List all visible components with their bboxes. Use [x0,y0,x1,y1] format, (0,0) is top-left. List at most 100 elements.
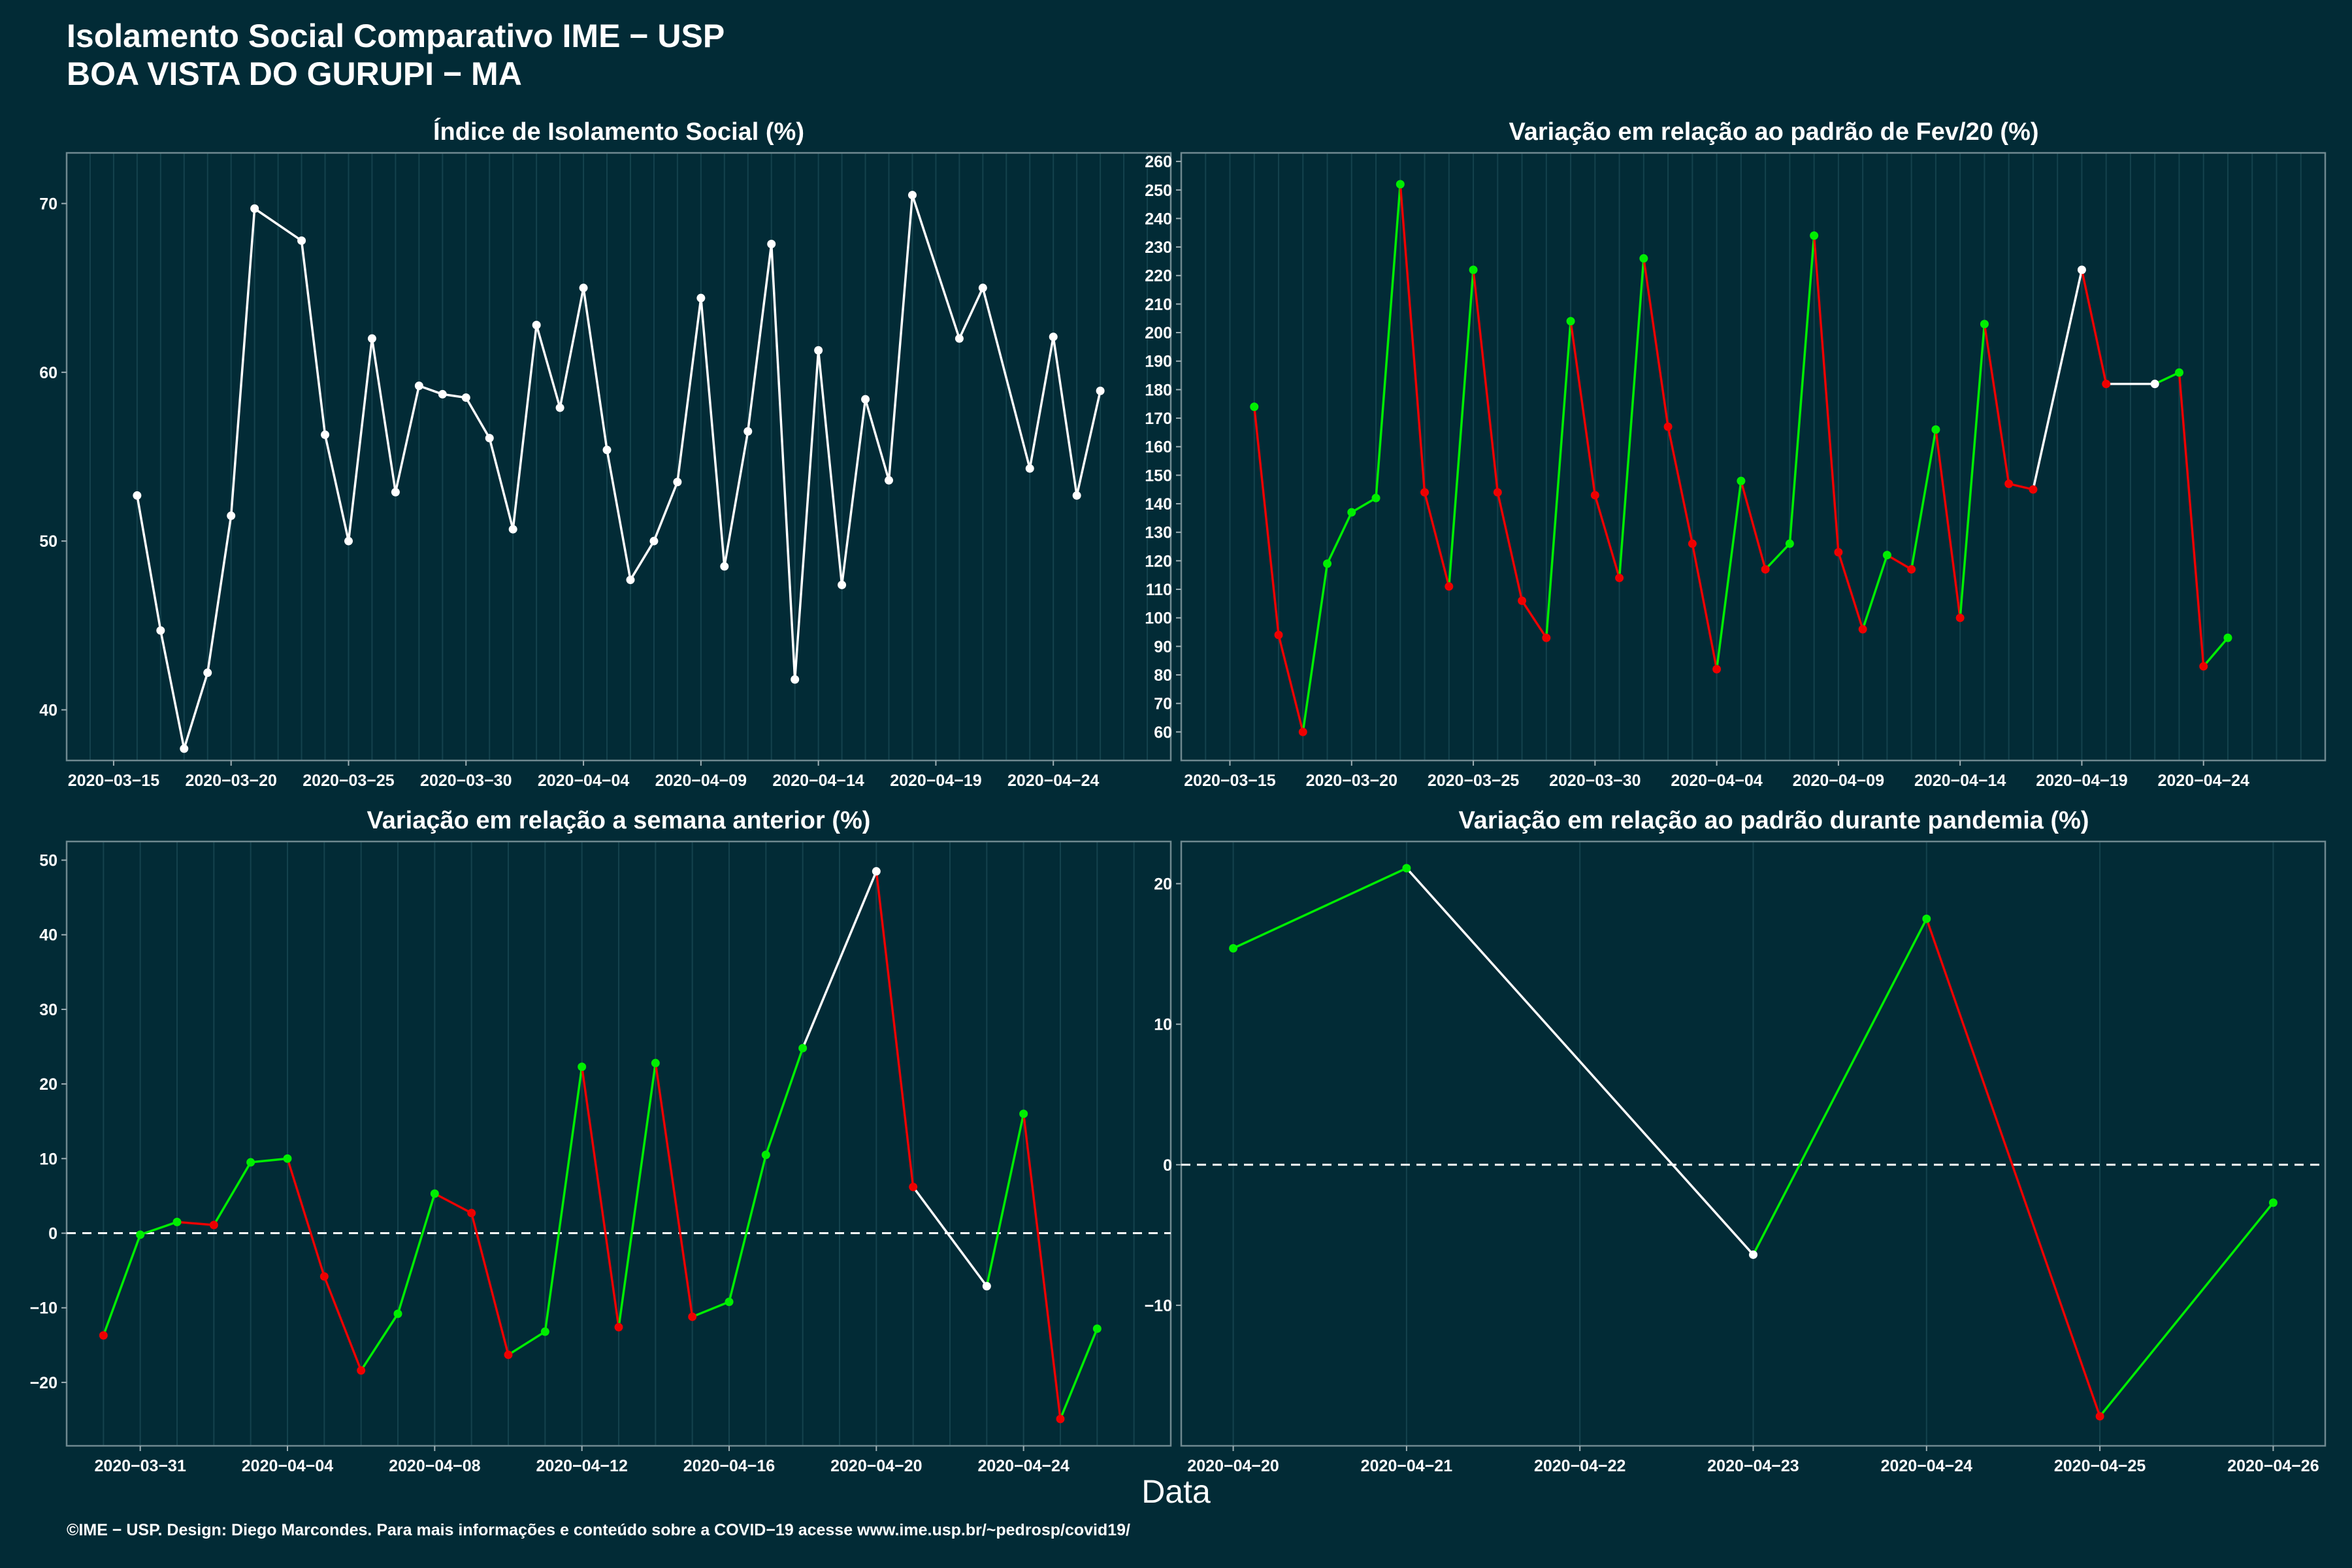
data-point [1907,564,1916,574]
series-segment [1448,269,1475,587]
data-point [1092,1324,1102,1333]
x-tick-label: 2020−04−04 [1671,772,1763,790]
y-tick-label: 220 [1145,267,1172,286]
x-tick-label: 2020−03−20 [185,772,276,790]
x-tick-label: 2020−03−15 [68,772,160,790]
data-point [1298,727,1307,736]
series-segment [397,1193,436,1315]
series-segment [465,397,491,439]
panel-title: Variação em relação ao padrão de Fev/20 … [1509,118,2038,146]
series-segment [1399,184,1426,493]
x-tick-label: 2020−04−24 [1881,1457,1973,1475]
series-segment [1959,323,1986,618]
data-point [1688,539,1697,548]
series-segment [840,399,867,585]
series-segment [1253,406,1280,636]
data-point [209,1220,218,1230]
data-point [1469,265,1478,274]
series-segment [1521,600,1548,639]
data-point [485,434,494,443]
panel-title: Variação em relação ao padrão durante pa… [1458,807,2089,834]
x-tick-label: 2020−04−25 [2054,1457,2146,1475]
y-tick-label: 50 [39,532,57,551]
series-segment [1910,429,1937,570]
series-segment [488,438,514,530]
series-segment [2032,269,2083,490]
series-segment [1925,918,2101,1417]
y-tick-label: 40 [39,702,57,720]
data-point [872,867,881,876]
series-segment [1569,321,1597,496]
data-point [725,1298,734,1307]
main-subtitle: BOA VISTA DO GURUPI − MA [67,56,522,92]
x-tick-label: 2020−04−24 [977,1457,1070,1475]
series-segment [875,871,915,1187]
y-tick-label: −10 [1145,1297,1172,1315]
series-segment [1788,235,1816,544]
series-segment [1301,563,1329,732]
x-tick-label: 2020−03−30 [420,772,512,790]
data-point [2077,265,2086,274]
series-segment [676,297,702,482]
main-title: Isolamento Social Comparativo IME − USP [67,18,725,54]
data-point [1323,559,1332,568]
data-point [99,1331,108,1340]
y-tick-label: 100 [1145,610,1172,628]
x-tick-label: 2020−03−31 [94,1457,186,1475]
x-tick-label: 2020−04−09 [1793,772,1884,790]
series-segment [508,1330,546,1356]
chart-fev20: Variação em relação ao padrão de Fev/20 … [1145,118,2327,790]
data-point [791,675,800,684]
series-segment [654,1062,694,1317]
data-point [555,403,564,412]
data-point [1049,333,1058,342]
data-point [414,382,423,390]
data-point [467,1209,476,1218]
data-point [1712,664,1722,674]
y-tick-label: 90 [1154,638,1172,656]
series-segment [2178,372,2205,667]
series-segment [323,434,350,542]
series-segment [370,338,397,493]
series-segment [985,1113,1025,1286]
y-tick-label: 240 [1145,210,1172,228]
data-point [2174,368,2183,377]
y-tick-label: 190 [1145,353,1172,371]
x-tick-label: 2020−04−20 [830,1457,922,1475]
y-tick-label: 10 [39,1150,57,1168]
x-tick-label: 2020−04−26 [2227,1457,2319,1475]
data-point [1834,547,1843,557]
data-point [1749,1250,1757,1259]
footer-caption: ©IME − USP. Design: Diego Marcondes. Par… [67,1521,1130,1539]
series-segment [1405,867,1754,1256]
data-point [180,744,189,753]
data-point [1810,231,1819,240]
panel-title: Índice de Isolamento Social (%) [433,117,804,146]
title-block: Isolamento Social Comparativo IME − USP … [67,17,725,93]
series-segment [512,325,538,530]
data-point [1590,491,1599,500]
chart-semana: Variação em relação a semana anterior (%… [30,807,1172,1475]
x-tick-label: 2020−04−04 [242,1457,334,1475]
panel-title: Variação em relação a semana anterior (%… [367,807,871,834]
data-point [136,1230,145,1239]
data-point [344,536,353,546]
x-tick-label: 2020−03−15 [1184,772,1276,790]
data-point [1347,508,1356,517]
series-segment [700,298,726,567]
x-tick-label: 2020−03−25 [1428,772,1520,790]
y-tick-label: 30 [39,1001,57,1019]
data-point [1056,1414,1065,1424]
series-segment [434,1192,472,1215]
y-tick-label: 50 [39,852,57,870]
series-segment [1837,551,1864,630]
data-point [508,525,517,534]
series-segment [1277,634,1304,732]
y-tick-label: 0 [1163,1156,1172,1175]
data-point [602,446,612,455]
data-point [227,511,236,520]
x-tick-label: 2020−03−25 [302,772,395,790]
data-point [203,668,212,678]
series-segment [728,1154,768,1303]
series-segment [606,449,632,580]
